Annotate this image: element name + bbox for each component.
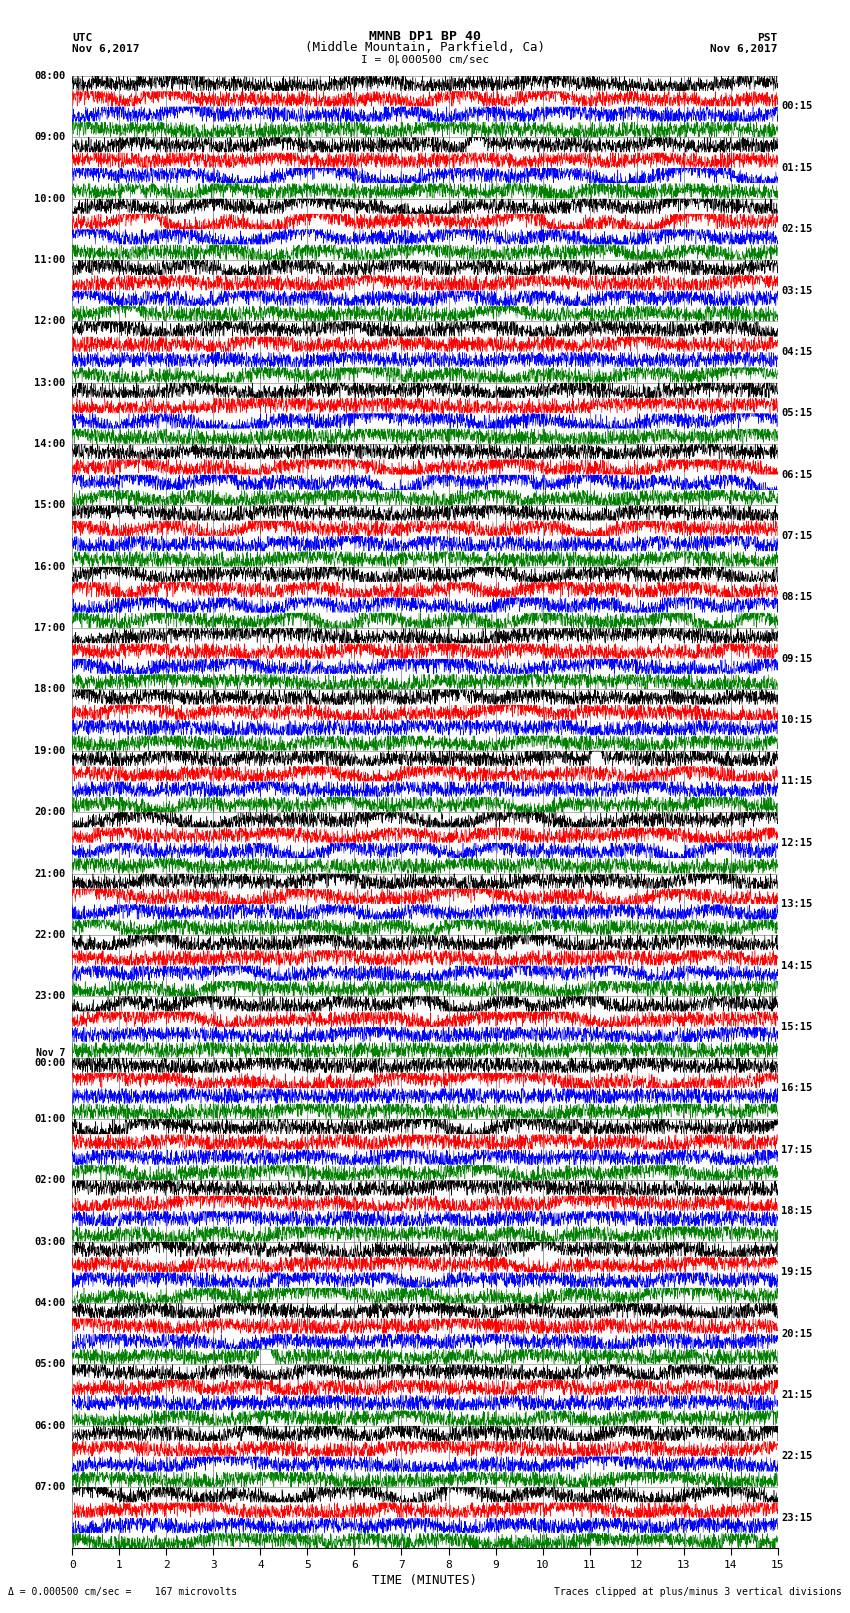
Text: Nov 7: Nov 7 <box>36 1047 65 1058</box>
Text: 03:00: 03:00 <box>34 1237 65 1247</box>
X-axis label: TIME (MINUTES): TIME (MINUTES) <box>372 1574 478 1587</box>
Text: 04:00: 04:00 <box>34 1298 65 1308</box>
Text: 11:15: 11:15 <box>781 776 813 787</box>
Text: 22:00: 22:00 <box>34 929 65 940</box>
Text: 23:15: 23:15 <box>781 1513 813 1523</box>
Text: 01:00: 01:00 <box>34 1115 65 1124</box>
Text: PST: PST <box>757 32 778 44</box>
Text: Traces clipped at plus/minus 3 vertical divisions: Traces clipped at plus/minus 3 vertical … <box>553 1587 842 1597</box>
Text: 18:15: 18:15 <box>781 1207 813 1216</box>
Text: 06:15: 06:15 <box>781 469 813 479</box>
Text: |: | <box>392 53 399 65</box>
Text: 00:00: 00:00 <box>34 1058 65 1068</box>
Text: 10:15: 10:15 <box>781 715 813 726</box>
Text: 13:15: 13:15 <box>781 898 813 910</box>
Text: 07:00: 07:00 <box>34 1482 65 1492</box>
Text: 02:15: 02:15 <box>781 224 813 234</box>
Text: 14:15: 14:15 <box>781 961 813 971</box>
Text: 05:00: 05:00 <box>34 1360 65 1369</box>
Text: 16:15: 16:15 <box>781 1084 813 1094</box>
Text: Nov 6,2017: Nov 6,2017 <box>711 44 778 53</box>
Text: 12:15: 12:15 <box>781 837 813 848</box>
Text: 19:15: 19:15 <box>781 1268 813 1277</box>
Text: 01:15: 01:15 <box>781 163 813 173</box>
Text: 20:15: 20:15 <box>781 1329 813 1339</box>
Text: 10:00: 10:00 <box>34 194 65 203</box>
Text: 17:15: 17:15 <box>781 1145 813 1155</box>
Text: 15:00: 15:00 <box>34 500 65 510</box>
Text: 18:00: 18:00 <box>34 684 65 695</box>
Text: 14:00: 14:00 <box>34 439 65 448</box>
Text: MMNB DP1 BP 40: MMNB DP1 BP 40 <box>369 29 481 44</box>
Text: 21:15: 21:15 <box>781 1390 813 1400</box>
Text: 09:15: 09:15 <box>781 653 813 663</box>
Text: Δ = 0.000500 cm/sec =    167 microvolts: Δ = 0.000500 cm/sec = 167 microvolts <box>8 1587 238 1597</box>
Text: 00:15: 00:15 <box>781 102 813 111</box>
Text: 03:15: 03:15 <box>781 286 813 295</box>
Text: 04:15: 04:15 <box>781 347 813 356</box>
Text: I = 0.000500 cm/sec: I = 0.000500 cm/sec <box>361 55 489 65</box>
Text: 06:00: 06:00 <box>34 1421 65 1431</box>
Text: 07:15: 07:15 <box>781 531 813 540</box>
Text: 16:00: 16:00 <box>34 561 65 571</box>
Text: 23:00: 23:00 <box>34 992 65 1002</box>
Text: 17:00: 17:00 <box>34 623 65 632</box>
Text: 19:00: 19:00 <box>34 745 65 756</box>
Text: UTC: UTC <box>72 32 93 44</box>
Text: 05:15: 05:15 <box>781 408 813 418</box>
Text: 20:00: 20:00 <box>34 806 65 818</box>
Text: 11:00: 11:00 <box>34 255 65 265</box>
Text: Nov 6,2017: Nov 6,2017 <box>72 44 139 53</box>
Text: 12:00: 12:00 <box>34 316 65 326</box>
Text: 08:15: 08:15 <box>781 592 813 602</box>
Text: 15:15: 15:15 <box>781 1023 813 1032</box>
Text: 21:00: 21:00 <box>34 868 65 879</box>
Text: 02:00: 02:00 <box>34 1176 65 1186</box>
Text: 09:00: 09:00 <box>34 132 65 142</box>
Text: 08:00: 08:00 <box>34 71 65 81</box>
Text: (Middle Mountain, Parkfield, Ca): (Middle Mountain, Parkfield, Ca) <box>305 40 545 53</box>
Text: 13:00: 13:00 <box>34 377 65 387</box>
Text: 22:15: 22:15 <box>781 1452 813 1461</box>
